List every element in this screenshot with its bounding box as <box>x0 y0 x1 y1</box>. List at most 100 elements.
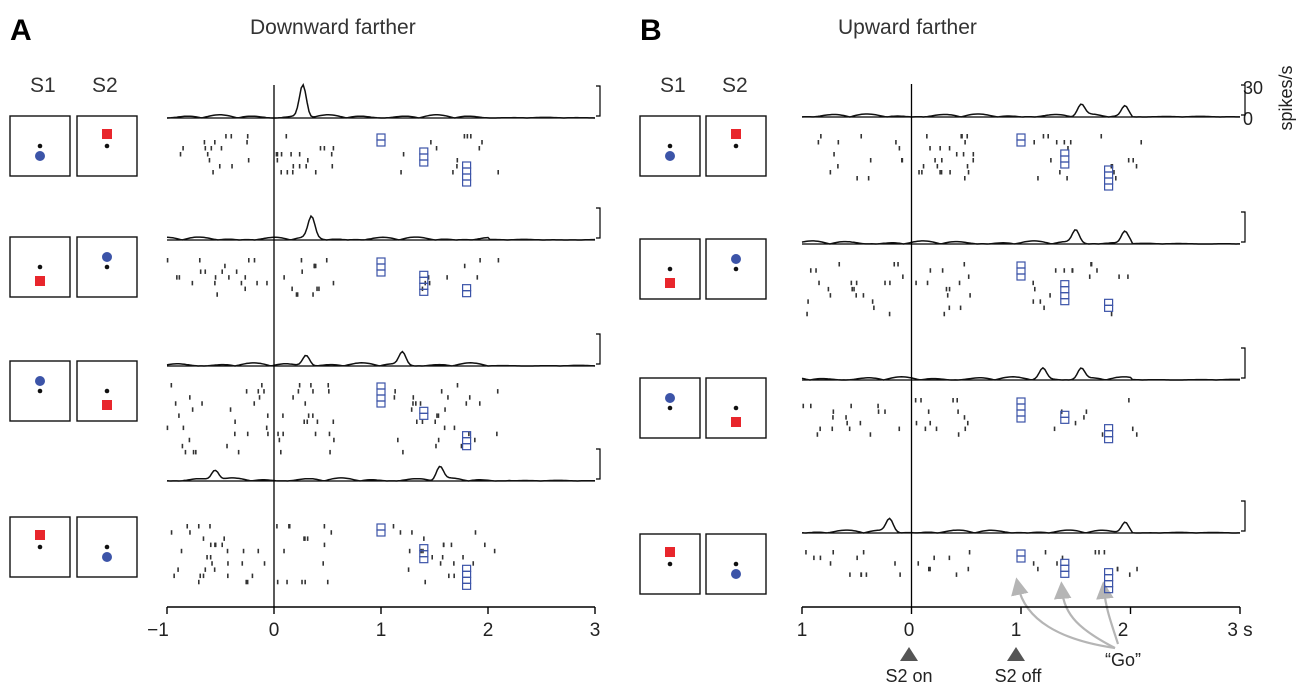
panel-a-row-4-go-marker-1 <box>376 529 386 537</box>
panel-a-row-2-go-marker-1 <box>376 263 386 271</box>
panel-a-row-4-go-marker-3 <box>462 576 472 584</box>
panel-b-row-2-go-marker-3 <box>1103 298 1114 306</box>
panel-b-row-1-go-marker-1 <box>1016 133 1026 141</box>
panel-b-row-3-raster <box>802 398 1138 437</box>
panel-b-row-1-go-marker-3 <box>1103 177 1114 185</box>
panel-a-row-1-go-marker-3 <box>462 179 472 187</box>
panel-a-row-4-go-marker-3 <box>462 564 472 572</box>
panel-a-row-1-raster <box>179 134 500 175</box>
panel-b-row-1-go-marker-2 <box>1060 155 1070 163</box>
panel-a-row-2-go-marker-3 <box>462 284 472 292</box>
panel-b-s2-header: S2 <box>722 74 748 97</box>
panel-a-xtick-5: 3 <box>590 620 601 641</box>
panel-b-xtick-3: 1 <box>1011 620 1022 641</box>
panel-a-row-3-psth-curve <box>166 350 596 367</box>
panel-b-row-3-s2-red-target <box>731 417 741 427</box>
scale-bottom-label: 0 <box>1243 109 1253 129</box>
panel-a-row-2-go-marker-3 <box>462 290 472 298</box>
panel-a-row-1-go-marker-3 <box>462 173 472 181</box>
panel-b-row-1-s2-red-target <box>731 129 741 139</box>
panel-a-row-4-s1-fixation-dot <box>37 544 43 550</box>
panel-a-row-3-s2-fixation-dot <box>104 388 110 394</box>
panel-b-row-2-go-marker-2 <box>1060 286 1070 294</box>
panel-b-row-3-go-marker-3 <box>1103 436 1114 444</box>
panel-b-row-2-s1-fixation-dot <box>667 266 673 272</box>
s2-on-marker <box>900 647 918 661</box>
panel-b-row-3-go-marker-1 <box>1016 415 1026 423</box>
panel-b-row-3-go-marker-2 <box>1060 416 1070 424</box>
panel-b-row-1-s2-fixation-dot <box>733 143 739 149</box>
panel-a-row-2-go-marker-2 <box>419 282 429 290</box>
panel-a-row-2-psth-curve <box>166 214 596 241</box>
panel-a-row-2-s1-red-target <box>35 276 45 286</box>
panel-a-row-3-go-marker-1 <box>376 400 386 408</box>
panel-b-s1-header: S1 <box>660 74 686 97</box>
panel-a-row-3-s1-fixation-dot <box>37 388 43 394</box>
panel-a-row-1-s2-box <box>76 115 138 177</box>
panel-a-letter: A <box>10 14 32 47</box>
panel-a-title: Downward farther <box>250 16 416 39</box>
panel-a-row-4-s2-box <box>76 516 138 578</box>
panel-b-row-3-psth-curve <box>801 366 1240 381</box>
panel-a-row-1-go-marker-3 <box>462 161 472 169</box>
panel-a-row-3-s1-box <box>9 360 71 422</box>
s2-off-marker <box>1007 647 1025 661</box>
panel-b-letter: B <box>640 14 662 47</box>
go-arrow-2 <box>1053 581 1116 649</box>
panel-b-row-1-go-marker-2 <box>1060 161 1070 169</box>
panel-b-row-4-go-marker-3 <box>1103 580 1114 588</box>
panel-b-row-1-s1-fixation-dot <box>667 143 673 149</box>
panel-a-row-1-go-marker-2 <box>419 147 429 155</box>
panel-b-xtick-1: 1 <box>797 620 808 641</box>
panel-a-row-1-go-marker-1 <box>376 139 386 147</box>
panel-a-row-4-s1-red-target <box>35 530 45 540</box>
panel-a-row-1-s2-fixation-dot <box>104 143 110 149</box>
panel-b-row-4-go-marker-1 <box>1016 549 1026 557</box>
panel-a-row-3-go-marker-1 <box>376 388 386 396</box>
panel-b-row-3-s2-fixation-dot <box>733 405 739 411</box>
panel-a-row-4-s2-blue-target <box>102 552 112 562</box>
panel-a-row-2-s2-blue-target <box>102 252 112 262</box>
panel-b-row-3-s1-blue-target <box>665 393 675 403</box>
panel-a-row-1-s1-fixation-dot <box>37 143 43 149</box>
go-arrow-1 <box>1011 577 1116 650</box>
panel-b-row-2-go-marker-1 <box>1016 273 1026 281</box>
panel-b-row-4-go-marker-3 <box>1103 586 1114 594</box>
panel-a-xtick-2: 0 <box>269 620 280 641</box>
panel-a-row-3-go-marker-2 <box>419 412 429 420</box>
panel-b-row-1-go-marker-3 <box>1103 171 1114 179</box>
panel-a-row-1-go-marker-1 <box>376 133 386 141</box>
panel-b-title: Upward farther <box>838 16 977 39</box>
panel-a-row-2-s1-fixation-dot <box>37 264 43 270</box>
panel-a-row-3-s2-box <box>76 360 138 422</box>
panel-a-s1-header: S1 <box>30 74 56 97</box>
panel-b-row-2-go-marker-2 <box>1060 280 1070 288</box>
panel-a-row-4-go-marker-2 <box>419 556 429 564</box>
panel-b-row-3-go-marker-1 <box>1016 403 1026 411</box>
panel-a-row-1-s1-blue-target <box>35 151 45 161</box>
panel-a-row-3-raster <box>166 383 499 455</box>
panel-b-row-1-go-marker-3 <box>1103 183 1114 191</box>
panel-a-row-4-scale-bracket <box>596 448 601 480</box>
panel-a-row-1-go-marker-3 <box>462 167 472 175</box>
panel-a-row-2-raster <box>166 258 500 297</box>
panel-a-row-3-go-marker-3 <box>462 443 472 451</box>
panel-b-row-2-s1-box <box>639 238 701 300</box>
panel-b-row-3-s1-fixation-dot <box>667 405 673 411</box>
panel-b-row-4-psth-curve <box>801 517 1240 534</box>
panel-a-row-3-s1-blue-target <box>35 376 45 386</box>
panel-b-row-2-go-marker-3 <box>1103 304 1114 312</box>
panel-a-xtick-3: 1 <box>376 620 387 641</box>
panel-a-xtick-4: 2 <box>483 620 494 641</box>
panel-a-xtick-1: −1 <box>147 620 169 641</box>
panel-a-row-2-s2-box <box>76 236 138 298</box>
go-label: “Go” <box>1105 650 1141 670</box>
panel-b-row-4-go-marker-2 <box>1060 558 1070 566</box>
panel-b-row-3-go-marker-3 <box>1103 430 1114 438</box>
panel-a-row-4-go-marker-3 <box>462 582 472 590</box>
panel-a-row-1-psth-curve <box>166 82 596 119</box>
panel-a-row-1-s1-box <box>9 115 71 177</box>
panel-a-row-3-go-marker-1 <box>376 382 386 390</box>
panel-b-row-4-s2-blue-target <box>731 569 741 579</box>
panel-a-row-4-s1-box <box>9 516 71 578</box>
